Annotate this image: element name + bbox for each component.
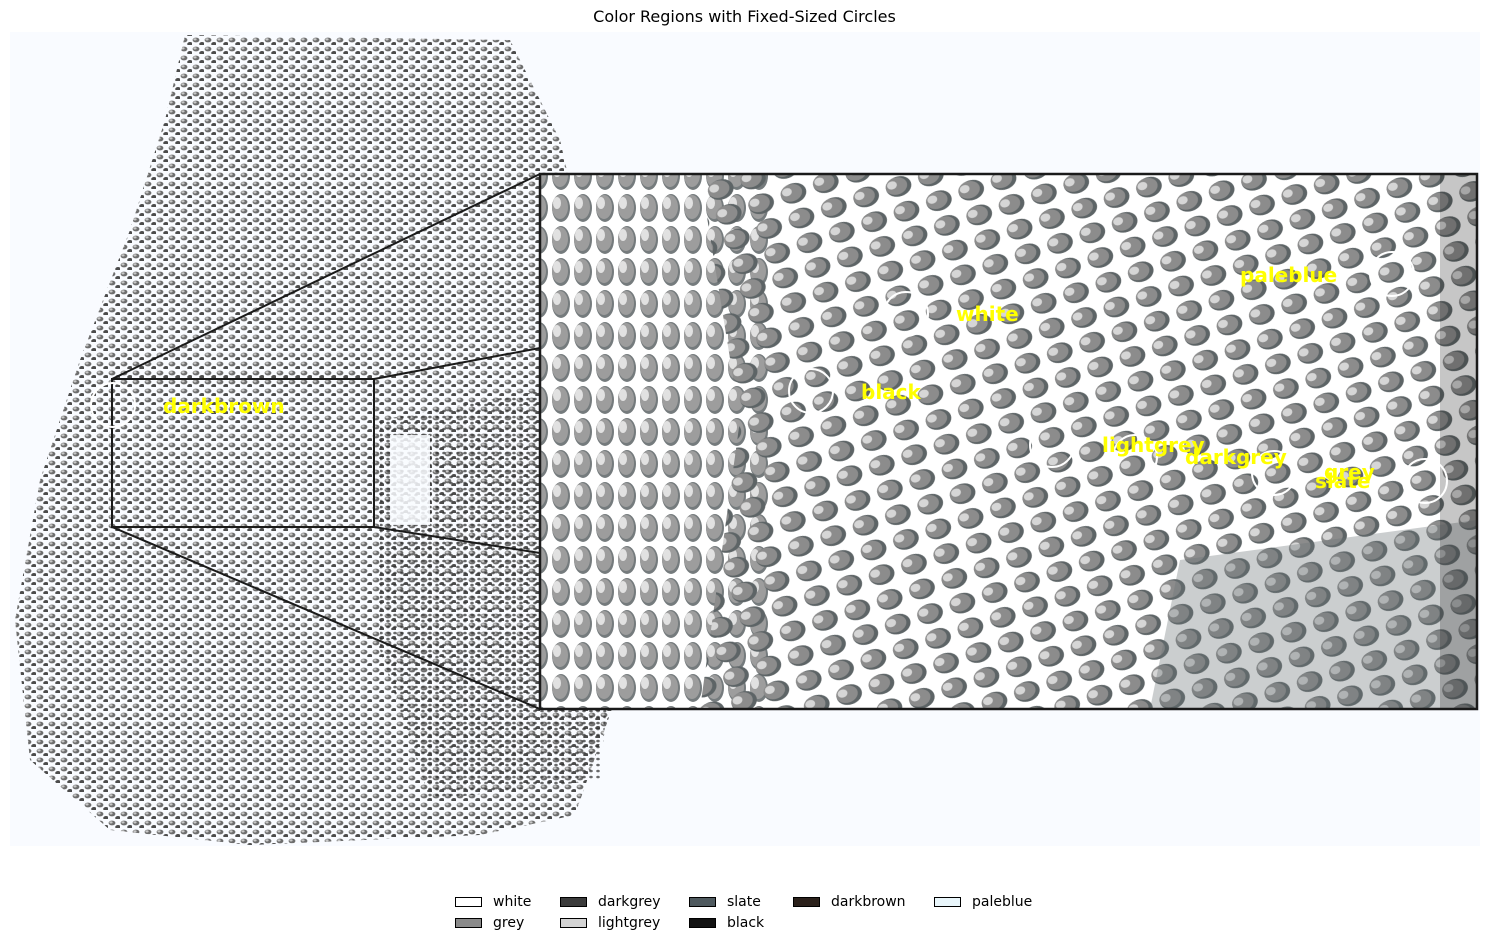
legend: white grey darkgrey lightgrey slate blac… — [455, 893, 1055, 937]
legend-label: slate — [727, 894, 761, 910]
legend-label: white — [493, 894, 532, 910]
connector-line-top-left — [111, 173, 541, 380]
zoom-inset — [540, 174, 1477, 709]
marker-circle-white — [883, 291, 929, 337]
gap-region — [390, 435, 430, 525]
label-black: black — [861, 380, 922, 404]
legend-item-grey: grey — [455, 914, 524, 932]
legend-item-paleblue: paleblue — [934, 893, 1032, 911]
marker-circle-darkgrey — [1112, 434, 1158, 480]
connector-line-bottom-left — [111, 526, 541, 710]
label-darkgrey: darkgrey — [1185, 445, 1287, 469]
legend-label: grey — [493, 915, 525, 931]
marker-circle-grey — [1251, 450, 1297, 496]
marker-circle-slate — [1402, 458, 1448, 504]
legend-swatch-white — [455, 897, 482, 907]
legend-item-darkgrey: darkgrey — [560, 893, 661, 911]
legend-item-black: black — [689, 914, 764, 932]
marker-circle-lightgrey — [1029, 422, 1075, 468]
connector-line-top-right — [373, 347, 541, 380]
legend-label: darkbrown — [831, 894, 906, 910]
legend-swatch-darkgrey — [560, 897, 587, 907]
figure-title: Color Regions with Fixed-Sized Circles — [593, 7, 896, 26]
legend-label: paleblue — [972, 894, 1033, 910]
legend-item-darkbrown: darkbrown — [793, 893, 906, 911]
legend-swatch-black — [689, 918, 716, 928]
connector-line-bottom-right — [373, 526, 541, 554]
label-grey: grey — [1324, 460, 1375, 484]
legend-swatch-grey — [455, 918, 482, 928]
marker-circle-darkbrown — [90, 382, 136, 428]
zoom-inset-frame — [538, 172, 1479, 711]
legend-swatch-darkbrown — [793, 897, 820, 907]
label-darkbrown: darkbrown — [163, 394, 285, 418]
legend-label: lightgrey — [598, 915, 661, 931]
legend-item-white: white — [455, 893, 531, 911]
legend-swatch-lightgrey — [560, 918, 587, 928]
legend-swatch-slate — [689, 897, 716, 907]
label-white: white — [956, 302, 1019, 326]
marker-circle-paleblue — [1369, 251, 1415, 297]
marker-circle-black — [788, 368, 834, 414]
label-lightgrey: lightgrey — [1102, 433, 1205, 457]
legend-swatch-paleblue — [934, 897, 961, 907]
legend-label: black — [727, 915, 765, 931]
zoom-source-box — [111, 378, 375, 528]
legend-item-slate: slate — [689, 893, 761, 911]
legend-label: darkgrey — [598, 894, 661, 910]
label-paleblue: paleblue — [1240, 263, 1337, 287]
legend-item-lightgrey: lightgrey — [560, 914, 660, 932]
label-slate: slate — [1315, 469, 1370, 493]
